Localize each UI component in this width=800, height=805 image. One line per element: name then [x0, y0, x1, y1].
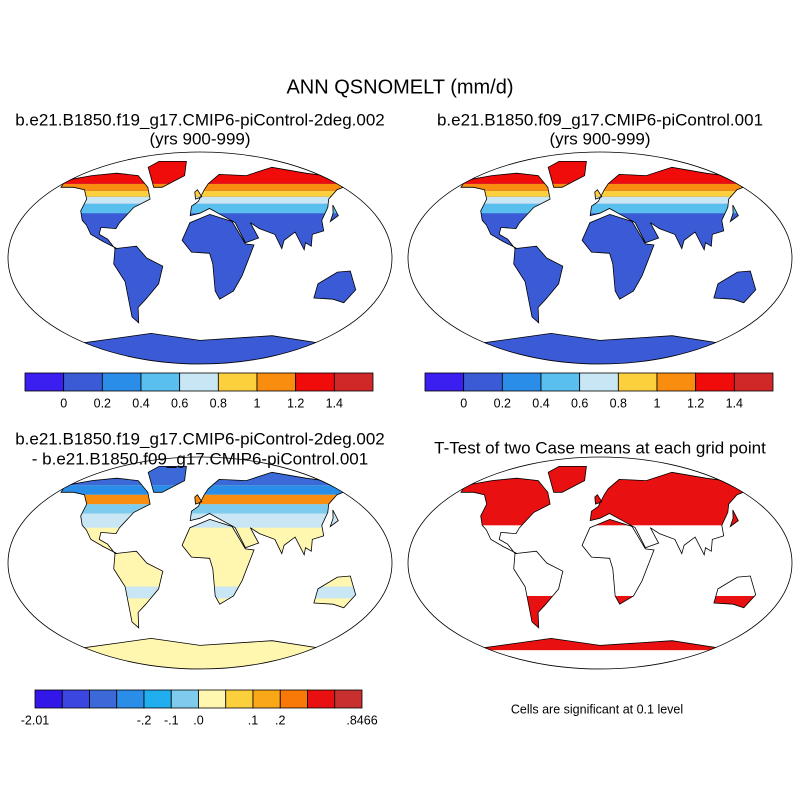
colorbar-box	[116, 689, 145, 709]
field-band	[461, 203, 756, 214]
coastline	[60, 161, 357, 364]
land-field	[461, 161, 756, 364]
colorbar-label: 0.8	[210, 396, 227, 410]
field-band	[461, 595, 756, 629]
field-band	[461, 190, 756, 197]
land-field	[61, 466, 356, 669]
colorbar-box	[179, 372, 219, 392]
field-band	[61, 190, 356, 197]
panel-title: (yrs 900-999)	[549, 129, 650, 148]
colorbar-box	[143, 689, 172, 709]
figure-title: ANN QSNOMELT (mm/d)	[286, 76, 513, 98]
panel-title: b.e21.B1850.f09_g17.CMIP6-piControl.001	[437, 110, 763, 129]
field-band	[61, 651, 356, 669]
coastline	[460, 466, 757, 669]
map-border	[407, 456, 793, 670]
colorbar-label: 0	[60, 396, 67, 410]
field-band	[61, 203, 356, 214]
colorbar-label: 1.2	[687, 396, 704, 410]
colorbar-box	[225, 689, 254, 709]
colorbar-box	[501, 372, 542, 392]
colorbar-box	[656, 372, 697, 392]
colorbar-box	[540, 372, 581, 392]
field-band	[61, 586, 356, 599]
colorbar-box	[617, 372, 658, 392]
colorbar-label: 0.2	[94, 396, 111, 410]
map	[460, 161, 757, 364]
panel-title: - b.e21.B1850.f09_g17.CMIP6-piControl.00…	[32, 449, 368, 468]
map-border	[7, 151, 393, 365]
land-field	[61, 161, 356, 364]
panel-title: T-Test of two Case means at each grid po…	[434, 438, 766, 457]
colorbar-box	[101, 372, 142, 392]
field-band	[61, 513, 356, 528]
colorbar-box	[24, 372, 65, 392]
map	[60, 466, 357, 669]
colorbar-label: .2	[275, 713, 285, 727]
colorbar-label: 0.4	[532, 396, 549, 410]
colorbar-box	[295, 372, 335, 392]
field-band	[461, 161, 756, 184]
map	[60, 161, 357, 364]
panel-title: b.e21.B1850.f19_g17.CMIP6-piControl-2deg…	[15, 110, 385, 129]
field-band	[61, 485, 356, 495]
map	[460, 466, 757, 669]
map-border	[7, 456, 393, 670]
colorbar-label: 0.2	[494, 396, 511, 410]
coastline	[60, 466, 357, 669]
colorbar-box	[89, 689, 118, 709]
colorbar-box	[198, 689, 227, 709]
colorbar-label: 0	[460, 396, 467, 410]
field-band	[61, 494, 356, 505]
colorbar-label: -2.01	[21, 713, 50, 727]
coastline	[460, 161, 757, 364]
colorbar-box	[61, 689, 90, 709]
colorbar-label: 0.6	[571, 396, 588, 410]
colorbar-label: 1.4	[326, 396, 343, 410]
colorbar-box	[34, 689, 63, 709]
panel-title: (yrs 900-999)	[149, 129, 250, 148]
colorbar-box	[63, 372, 103, 392]
field-band	[461, 196, 756, 204]
colorbar-box	[140, 372, 181, 392]
colorbar-label: -.1	[164, 713, 179, 727]
significance-note: Cells are significant at 0.1 level	[511, 702, 683, 716]
colorbar-box	[334, 689, 363, 709]
colorbar-label: 0.6	[171, 396, 188, 410]
land-field	[461, 466, 756, 669]
field-band	[61, 161, 356, 184]
field-band	[461, 183, 756, 191]
map-border	[407, 151, 793, 365]
field-band	[61, 196, 356, 204]
colorbar-box	[252, 689, 281, 709]
colorbar-label: 1	[654, 396, 661, 410]
field-band	[461, 638, 756, 651]
colorbar-box	[279, 689, 308, 709]
colorbar-box	[170, 689, 199, 709]
colorbar-label: .1	[248, 713, 258, 727]
colorbar-label: 0.4	[132, 396, 149, 410]
colorbar-label: -.2	[137, 713, 152, 727]
field-band	[61, 183, 356, 191]
colorbar-box	[733, 372, 774, 392]
colorbar-box	[307, 689, 336, 709]
colorbar-box	[333, 372, 374, 392]
panel-title: b.e21.B1850.f19_g17.CMIP6-piControl-2deg…	[15, 429, 385, 448]
colorbar-box	[217, 372, 258, 392]
colorbar-label: .0	[193, 713, 203, 727]
colorbar-box	[695, 372, 735, 392]
colorbar-label: 1.2	[287, 396, 304, 410]
colorbar-box	[424, 372, 465, 392]
field-band	[61, 504, 356, 514]
colorbar-box	[463, 372, 503, 392]
field-band	[461, 466, 756, 526]
colorbar-label: 0.8	[610, 396, 627, 410]
colorbar-label: 1.4	[726, 396, 743, 410]
colorbar-box	[256, 372, 297, 392]
colorbar-label: .8466	[346, 713, 377, 727]
colorbar-label: 1	[254, 396, 261, 410]
colorbar-box	[579, 372, 619, 392]
